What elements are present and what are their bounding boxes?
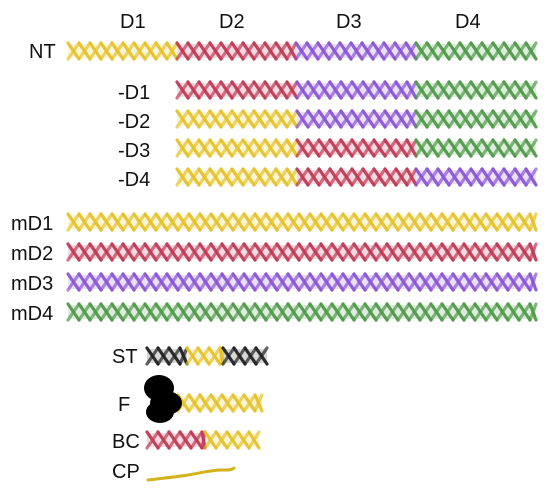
legend-label-st: ST [112,346,138,368]
domain-header-d1: D1 [120,11,146,33]
legend-f-helix [176,393,264,413]
legend-label-f: F [118,394,131,416]
deletion-3-segment-d1 [175,138,299,158]
row-label-md1: mD1 [11,213,54,235]
deletion-4-segment-d2 [295,167,418,187]
nt-segment-d2 [175,41,298,61]
nt-segment-d1 [66,41,179,61]
deletion-2-segment-d3 [295,109,418,129]
row-label-minus-d1: -D1 [118,82,151,104]
legend-st-left [145,346,189,366]
deletion-3-segment-d4 [414,138,538,158]
nt-segment-d3 [294,41,418,61]
multimer-3-track [66,272,538,292]
legend-label-cp: CP [112,461,140,483]
row-label-md4: mD4 [11,303,54,325]
deletion-1-segment-d2 [175,80,299,100]
deletion-3-segment-d2 [295,138,418,158]
deletion-2-segment-d1 [175,109,299,129]
nt-segment-d4 [414,41,538,61]
row-label-md2: mD2 [11,243,54,265]
legend-marks [144,346,269,482]
legend-label-bc: BC [112,431,140,453]
multimer-1-track [66,212,538,232]
domain-header-d3: D3 [336,11,362,33]
row-label-minus-d2: -D2 [118,111,151,133]
legend-cp-coil [146,466,236,482]
row-label-minus-d4: -D4 [118,169,151,191]
deletion-2-segment-d4 [414,109,538,129]
multimer-4-track [66,302,538,322]
legend-st-right [221,346,269,366]
deletion-1-segment-d3 [295,80,418,100]
row-label-minus-d3: -D3 [118,140,151,162]
domain-header-d4: D4 [455,11,481,33]
deletion-4-segment-d3 [414,167,538,187]
legend-bc-left [145,430,207,450]
row-label-nt: NT [29,41,56,63]
domain-header-d2: D2 [219,11,245,33]
legend-bc-right [203,430,261,450]
legend-st-middle [185,346,225,366]
deletion-4-segment-d1 [175,167,299,187]
deletion-1-segment-d4 [414,80,538,100]
row-label-md3: mD3 [11,273,54,295]
legend-f-blob [144,375,182,423]
helix-tracks [66,41,538,322]
multimer-2-track [66,242,538,262]
